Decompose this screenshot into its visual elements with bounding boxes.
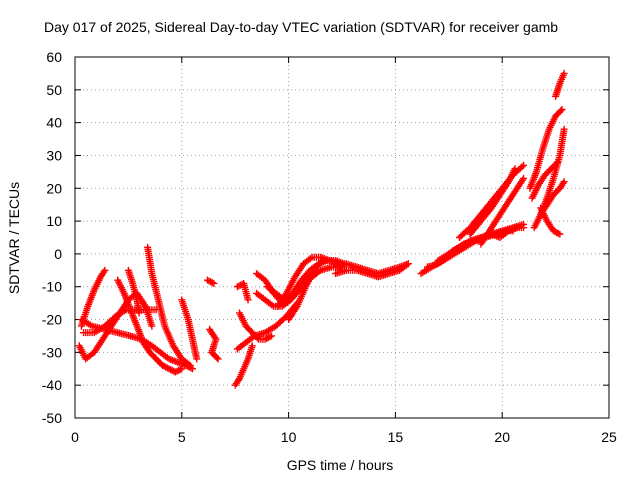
arc-i-point-3: [208, 279, 216, 287]
arc-m-point-23: [266, 333, 274, 341]
x-axis-label: GPS time / hours: [287, 457, 394, 473]
x-tick-label-5: 25: [601, 429, 617, 445]
arc-aa-point-18: [520, 224, 528, 232]
y-tick-label-7: 20: [46, 180, 62, 196]
arc-x-point-45: [518, 163, 526, 171]
y-tick-label-0: -50: [42, 410, 62, 426]
points-layer: [75, 69, 568, 389]
arc-z-point-40: [520, 174, 528, 182]
series-arc-t: [332, 260, 412, 281]
arc-af-point-15: [553, 229, 561, 237]
series-arc-l: [233, 279, 252, 304]
arc-i-point-2: [207, 278, 215, 286]
arc-ag-point-12: [560, 69, 568, 77]
arc-ae-point-22: [552, 159, 560, 167]
x-tick-label-4: 20: [494, 429, 510, 445]
grid-layer: [75, 57, 609, 418]
x-tick-label-0: 0: [71, 429, 79, 445]
arc-ad-point-21: [560, 178, 568, 186]
x-tick-label-1: 5: [178, 429, 186, 445]
x-tick-label-3: 15: [388, 429, 404, 445]
arc-ab-point-41: [557, 107, 565, 115]
arc-h-point-30: [193, 355, 201, 363]
tick-layer: 0 5 10 15 20 25 -50 -40 -30 -20 -10 0 10 20 30 40 50 60: [42, 49, 617, 445]
series-arc-ac: [530, 125, 568, 232]
y-tick-label-1: -40: [42, 377, 62, 393]
arc-t-point-40: [404, 260, 412, 268]
y-tick-label-3: -20: [42, 312, 62, 328]
series-arc-d: [80, 306, 160, 337]
arc-y-point-39: [511, 165, 519, 173]
arc-i-point-22: [213, 354, 221, 362]
y-tick-label-8: 30: [46, 147, 62, 163]
series-arc-af: [537, 204, 564, 238]
series-arc-aa: [488, 224, 528, 241]
arc-j-point-21: [248, 342, 256, 350]
arc-m-point-22: [264, 334, 272, 342]
plot-frame: [74, 56, 610, 419]
y-axis-label: SDTVAR / TECUs: [6, 182, 22, 294]
y-tick-label-5: 0: [54, 246, 62, 262]
arc-m-point-16: [253, 334, 261, 342]
arc-i-point-23: [214, 355, 222, 363]
arc-e-point-61: [176, 366, 184, 374]
y-tick-label-11: 60: [46, 49, 62, 65]
arc-i-point-4: [210, 279, 218, 287]
y-tick-label-2: -30: [42, 344, 62, 360]
arc-g-point-62: [186, 361, 194, 369]
y-tick-label-9: 40: [46, 115, 62, 131]
series-arc-i: [203, 276, 222, 363]
series-arc-y: [466, 165, 519, 238]
arc-x-point-46: [520, 161, 528, 169]
y-tick-label-4: -10: [42, 279, 62, 295]
arc-af-point-17: [556, 230, 564, 238]
arc-m-point-24: [268, 332, 276, 340]
arc-af-point-16: [554, 229, 562, 237]
arc-l-point-12: [244, 296, 252, 304]
series-arc-ab: [526, 106, 566, 192]
arc-f-point-22: [135, 309, 143, 317]
y-tick-label-6: 10: [46, 213, 62, 229]
series-arc-e: [114, 276, 186, 376]
series-arc-z: [477, 174, 528, 248]
arc-ae-point-23: [554, 158, 562, 166]
arc-ac-point-50: [560, 125, 568, 133]
chart-title: Day 017 of 2025, Sidereal Day-to-day VTE…: [44, 19, 558, 35]
arc-b-point-30: [101, 266, 109, 274]
series-arc-m: [235, 309, 276, 343]
arc-e-point-62: [178, 365, 186, 373]
x-tick-label-2: 10: [281, 429, 297, 445]
series-arc-ag: [552, 69, 568, 100]
series-arc-ae: [528, 158, 562, 202]
series-arc-h: [178, 296, 201, 363]
arc-a-point-67: [148, 322, 156, 330]
series-arc-f: [124, 266, 143, 317]
arc-ab-point-42: [558, 106, 566, 114]
y-tick-label-10: 50: [46, 82, 62, 98]
series-arc-j: [231, 342, 256, 389]
arc-e-point-60: [175, 366, 183, 374]
series-arc-g: [144, 243, 194, 369]
